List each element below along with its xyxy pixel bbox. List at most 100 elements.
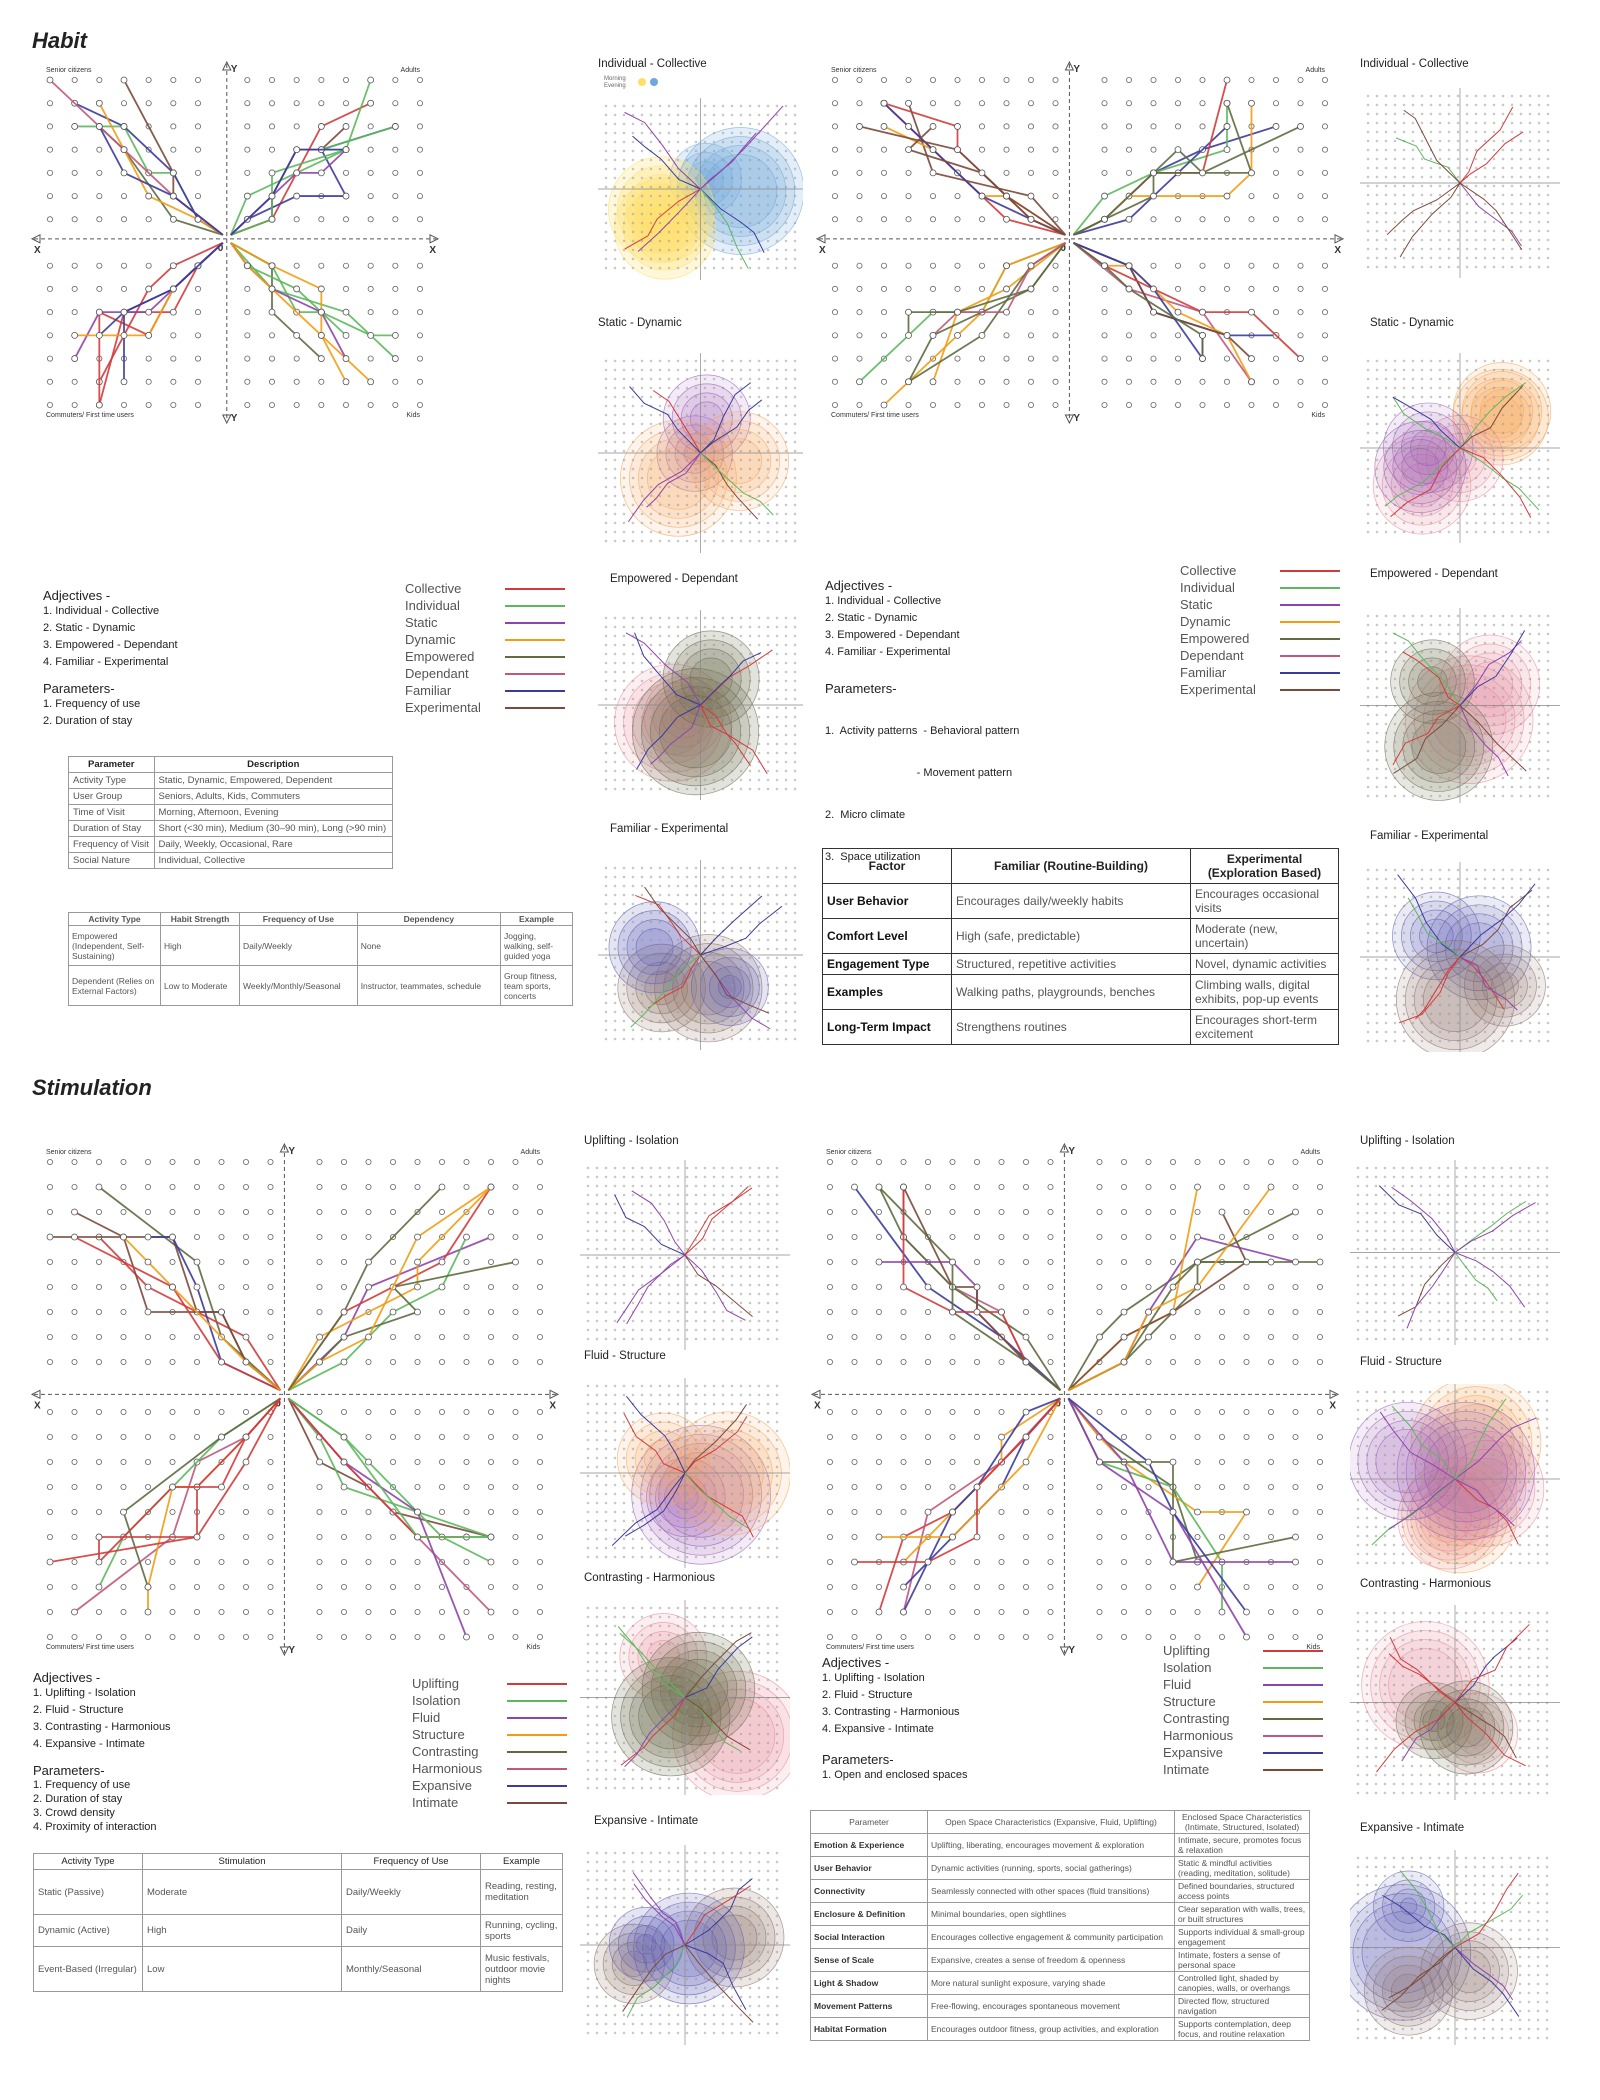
grid-dot: [703, 1037, 707, 1041]
grid-dot: [622, 956, 626, 960]
legend-item: Static: [405, 614, 565, 631]
grid-dot: [1384, 112, 1388, 116]
grid-dot: [622, 266, 626, 270]
table-header: Dependency: [356, 912, 502, 926]
grid-dot: [1429, 776, 1433, 780]
grid-dot: [631, 992, 635, 996]
grid-dot: [775, 724, 779, 728]
grid-dot: [757, 661, 761, 665]
grid-dot: [712, 377, 716, 381]
grid-dot: [622, 625, 626, 629]
grid-dot: [1474, 404, 1478, 408]
grid-dot: [1411, 386, 1415, 390]
grid-dot: [1438, 359, 1442, 363]
legend-evening: Evening: [604, 83, 626, 89]
grid-dot: [1429, 758, 1433, 762]
grid-dot: [676, 751, 680, 755]
grid-dot: [316, 1408, 323, 1415]
grid-dot: [784, 176, 788, 180]
grid-dot: [1456, 1021, 1460, 1025]
grid-dot: [658, 902, 662, 906]
grid-dot: [1411, 130, 1415, 134]
grid-dot: [1420, 220, 1424, 224]
grid-dot: [930, 193, 937, 200]
grid-dot: [1528, 731, 1532, 735]
grid-dot: [1519, 677, 1523, 681]
grid-dot: [649, 920, 653, 924]
grid-dot: [1174, 401, 1181, 408]
grid-dot: [775, 956, 779, 960]
grid-dot: [1384, 431, 1388, 435]
grid-dot: [1375, 202, 1379, 206]
grid-dot: [748, 1028, 752, 1032]
grid-dot: [1474, 265, 1478, 269]
grid-dot: [676, 467, 680, 471]
grid-dot: [757, 947, 761, 951]
grid-dot: [766, 742, 770, 746]
grid-dot: [1528, 740, 1532, 744]
grid-dot: [1438, 440, 1442, 444]
grid-dot: [1465, 632, 1469, 636]
grid-dot: [1528, 229, 1532, 233]
grid-dot: [667, 431, 671, 435]
grid-dot: [721, 688, 725, 692]
grid-dot: [1519, 886, 1523, 890]
grid-dot: [536, 1234, 543, 1241]
legend-item: Dependant: [1180, 647, 1340, 664]
grid-dot: [1003, 123, 1010, 130]
grid-dot: [1429, 614, 1433, 618]
grid-dot: [613, 359, 617, 363]
grid-dot: [1519, 695, 1523, 699]
grid-dot: [1429, 238, 1433, 242]
grid-dot: [1447, 494, 1451, 498]
grid-dot: [1465, 614, 1469, 618]
grid-dot: [676, 1037, 680, 1041]
grid-dot: [703, 911, 707, 915]
activity-path: [1459, 630, 1526, 706]
grid-dot: [1528, 175, 1532, 179]
grid-dot: [1052, 123, 1059, 130]
grid-dot: [1411, 994, 1415, 998]
grid-dot: [793, 467, 797, 471]
grid-dot: [766, 947, 770, 951]
grid-dot: [1402, 494, 1406, 498]
grid-dot: [1474, 994, 1478, 998]
grid-dot: [1474, 740, 1478, 744]
grid-dot: [1420, 623, 1424, 627]
grid-dot: [1537, 722, 1541, 726]
grid-dot: [1438, 976, 1442, 980]
grid-dot: [676, 395, 680, 399]
grid-dot: [169, 1408, 176, 1415]
grid-dot: [1510, 476, 1514, 480]
grid-dot: [1052, 100, 1059, 107]
grid-dot: [1402, 695, 1406, 699]
activity-path: [932, 242, 1066, 337]
grid-dot: [416, 146, 423, 153]
grid-dot: [1411, 157, 1415, 161]
grid-dot: [1411, 785, 1415, 789]
grid-dot: [438, 1483, 445, 1490]
grid-dot: [730, 965, 734, 969]
grid-dot: [757, 104, 761, 108]
grid-dot: [739, 1037, 743, 1041]
grid-dot: [267, 1158, 274, 1165]
grid-dot: [1052, 401, 1059, 408]
grid-dot: [784, 724, 788, 728]
grid-dot: [1420, 148, 1424, 152]
y-arrow-bottom: [221, 414, 232, 425]
grid-dot: [1519, 868, 1523, 872]
grid-dot: [739, 422, 743, 426]
grid-dot: [46, 1533, 53, 1540]
grid-dot: [1465, 767, 1469, 771]
grid-dot: [1537, 794, 1541, 798]
grid-dot: [640, 697, 644, 701]
grid-dot: [685, 1001, 689, 1005]
grid-dot: [1537, 641, 1541, 645]
grid-dot: [1101, 378, 1108, 385]
grid-dot: [766, 920, 770, 924]
grid-dot: [1519, 614, 1523, 618]
grid-dot: [1483, 749, 1487, 753]
legend-swatch: [505, 604, 565, 607]
grid-dot: [268, 76, 275, 83]
grid-dot: [748, 715, 752, 719]
